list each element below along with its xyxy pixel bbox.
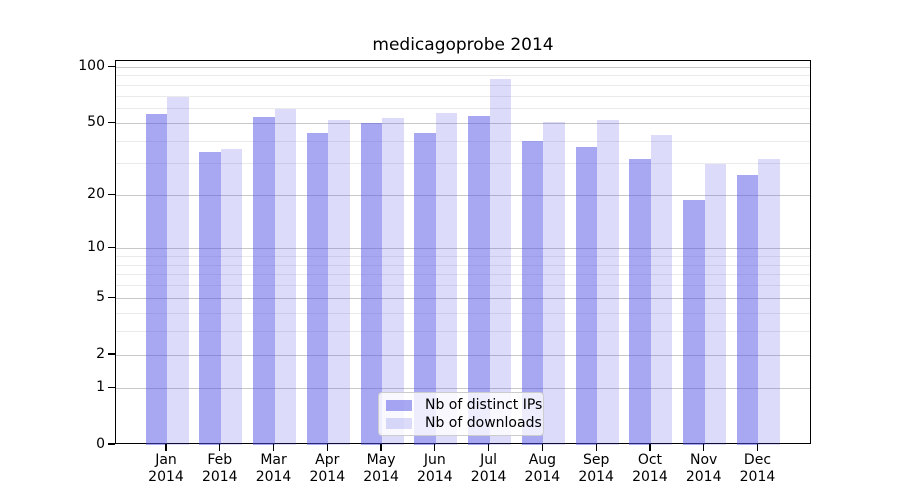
gridline-minor-7 [116,274,810,276]
bar-nb-of-distinct-ips-feb [199,151,221,445]
x-tick-mark-dec [756,444,759,451]
bar-nb-of-downloads-oct [650,135,673,445]
x-tick-mark-nov [703,444,705,451]
bar-nb-of-downloads-jul [489,78,512,445]
x-tick-mark-feb [219,444,221,451]
y-tick-label-0: 0 [96,435,105,452]
gridline-minor-6 [116,285,810,287]
x-tick-label-apr: Apr 2014 [309,452,346,485]
bar-nb-of-distinct-ips-oct [629,158,651,445]
bar-nb-of-distinct-ips-may [360,123,383,445]
gridline-major-2 [116,354,810,356]
y-tick-mark-2 [108,353,115,355]
y-tick-label-2: 2 [96,345,105,362]
y-tick-mark-1 [108,386,115,388]
x-tick-mark-oct [649,444,651,451]
y-tick-mark-20 [108,194,115,196]
bar-nb-of-downloads-jan [167,97,189,445]
y-tick-label-100: 100 [78,57,105,74]
x-tick-label-jan: Jan 2014 [148,452,184,485]
x-tick-mark-jun [434,444,436,451]
x-tick-mark-mar [272,444,275,451]
gridline-minor-60 [116,108,810,109]
bar-nb-of-downloads-aug [543,121,565,445]
legend-item-distinct-ips: Nb of distinct IPs [386,397,543,413]
x-tick-label-sep: Sep 2014 [578,452,614,485]
legend-swatch-distinct-ips-icon [386,399,412,411]
y-tick-label-50: 50 [87,113,105,130]
bar-nb-of-downloads-jun [435,112,458,445]
x-tick-mark-jul [488,444,490,451]
bar-nb-of-downloads-apr [328,120,350,445]
x-tick-mark-may [380,444,382,451]
legend-label-distinct-ips: Nb of distinct IPs [425,397,543,413]
x-tick-label-nov: Nov 2014 [685,452,722,485]
legend-item-downloads: Nb of downloads [386,415,543,431]
gridline-major-10 [116,248,810,250]
x-tick-label-dec: Dec 2014 [739,452,776,485]
y-tick-mark-100 [108,65,115,67]
x-tick-label-may: May 2014 [363,452,399,485]
bar-nb-of-distinct-ips-jan [145,114,167,445]
legend-swatch-downloads-icon [386,417,412,429]
x-tick-mark-aug [541,444,543,451]
chart-title: medicagoprobe 2014 [372,35,554,55]
bar-nb-of-downloads-sep [597,120,619,445]
bar-nb-of-distinct-ips-mar [253,116,275,445]
gridline-minor-9 [116,256,810,258]
legend: Nb of distinct IPs Nb of downloads [378,392,544,436]
gridline-minor-8 [116,264,810,266]
bar-nb-of-downloads-nov [704,163,727,445]
gridline-minor-70 [116,95,810,97]
gridline-major-1 [116,387,810,389]
gridline-minor-90 [116,75,810,77]
bar-nb-of-distinct-ips-apr [306,133,329,445]
bar-nb-of-distinct-ips-dec [736,175,759,445]
bar-nb-of-downloads-dec [758,158,780,445]
x-tick-label-jun: Jun 2014 [417,452,453,485]
gridline-major-100 [116,66,810,68]
bar-nb-of-downloads-feb [220,149,243,445]
x-tick-label-aug: Aug 2014 [524,452,561,485]
x-tick-label-jul: Jul 2014 [470,452,507,485]
gridline-minor-40 [116,140,810,142]
y-tick-label-1: 1 [96,378,105,395]
x-tick-label-feb: Feb 2014 [201,452,238,485]
gridline-minor-80 [116,84,810,86]
x-tick-mark-sep [595,444,597,451]
gridline-minor-30 [116,163,810,165]
y-tick-mark-0 [108,443,115,445]
bar-nb-of-distinct-ips-sep [575,147,598,445]
bar-nb-of-distinct-ips-jul [468,115,490,445]
bar-nb-of-distinct-ips-aug [521,141,544,445]
plot-area [115,60,811,445]
gridline-minor-3 [116,331,810,333]
y-tick-label-5: 5 [96,288,105,305]
legend-label-downloads: Nb of downloads [425,415,542,431]
x-tick-label-oct: Oct 2014 [632,452,668,485]
gridline-minor-4 [116,312,810,314]
gridline-major-50 [116,122,810,124]
x-tick-mark-jan [165,444,167,451]
bar-nb-of-distinct-ips-jun [414,133,436,445]
y-tick-label-10: 10 [87,239,105,256]
y-tick-mark-10 [108,247,115,249]
bar-nb-of-downloads-may [382,118,404,445]
bar-nb-of-distinct-ips-nov [683,199,705,445]
bar-nb-of-downloads-mar [274,108,297,445]
y-tick-mark-50 [108,121,115,123]
y-tick-mark-5 [108,296,115,298]
gridline-major-5 [116,297,810,299]
x-tick-label-mar: Mar 2014 [255,452,292,485]
x-tick-mark-apr [326,444,328,451]
y-tick-label-20: 20 [87,186,105,203]
gridline-major-20 [116,195,810,197]
